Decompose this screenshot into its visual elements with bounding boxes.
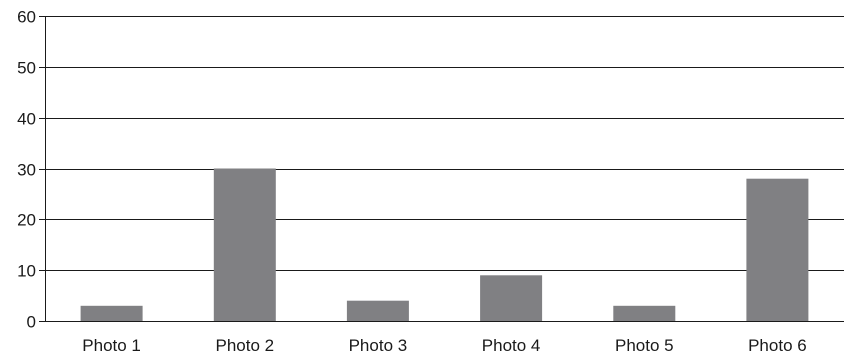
x-tick-label-photo-4: Photo 4	[482, 336, 541, 355]
bars	[80, 168, 809, 322]
x-tick-label-photo-1: Photo 1	[82, 336, 141, 355]
y-tick-label-0: 0	[27, 313, 36, 332]
y-tick-label-40: 40	[17, 110, 36, 129]
x-tick-label-photo-5: Photo 5	[615, 336, 674, 355]
x-tick-label-photo-3: Photo 3	[349, 336, 408, 355]
y-tick-labels: 0 10 20 30 40 50 60	[17, 8, 36, 332]
y-tick-label-50: 50	[17, 59, 36, 78]
gridlines	[45, 16, 844, 271]
bar-photo-2	[213, 168, 276, 321]
x-tick-label-photo-6: Photo 6	[748, 336, 807, 355]
y-tick-label-20: 20	[17, 211, 36, 230]
bar-photo-6	[746, 178, 809, 321]
y-tick-label-60: 60	[17, 8, 36, 27]
y-tick-label-10: 10	[17, 262, 36, 281]
bar-photo-3	[346, 300, 409, 321]
x-tick-labels: Photo 1 Photo 2 Photo 3 Photo 4 Photo 5 Photo…	[82, 336, 806, 355]
bar-photo-1	[80, 305, 143, 322]
bar-photo-5	[613, 305, 676, 322]
y-tick-label-30: 30	[17, 161, 36, 180]
axes	[39, 16, 844, 322]
bar-photo-4	[480, 275, 543, 322]
x-tick-label-photo-2: Photo 2	[215, 336, 274, 355]
